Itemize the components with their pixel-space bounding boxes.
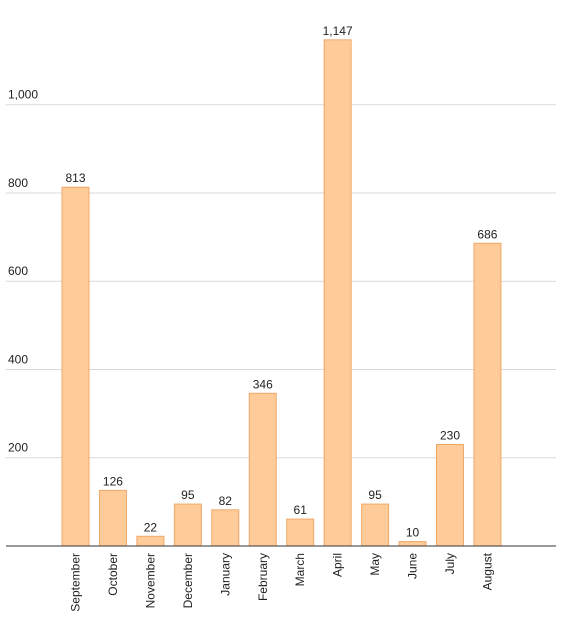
bar-august [473,242,502,547]
x-tick-label-january: January [218,553,232,596]
bar-may [361,503,390,547]
bar-april [323,39,352,547]
bar-june [398,541,427,547]
bar-july [436,444,464,547]
bar-march [286,518,315,547]
data-label-april: 1,147 [323,24,353,38]
gridlines [6,104,556,459]
data-label-november: 22 [144,520,158,534]
x-tick-label-march: March [293,553,307,586]
y-tick-label-200: 200 [8,441,28,455]
x-tick-label-april: April [331,553,345,577]
data-label-march: 61 [294,503,308,517]
data-label-february: 346 [253,377,273,391]
y-tick-label-800: 800 [8,176,28,190]
data-label-july: 230 [440,429,460,443]
data-label-june: 10 [406,526,420,540]
bar-november [136,535,165,547]
x-tick-label-june: June [406,553,420,579]
bar-february [248,392,277,547]
data-label-august: 686 [477,227,497,241]
y-tick-label-400: 400 [8,352,28,366]
data-label-december: 95 [181,488,195,502]
x-tick-label-october: October [106,553,120,596]
bar-december [173,503,202,547]
data-label-january: 82 [219,494,233,508]
y-axis-tick-labels: 200 400 600 800 1,000 [8,88,38,455]
x-tick-label-september: September [69,553,83,612]
data-labels: 813 126 22 95 82 346 61 1,147 95 10 230 686 [65,24,497,540]
x-tick-label-december: December [181,553,195,608]
data-label-may: 95 [368,488,382,502]
y-tick-label-600: 600 [8,264,28,278]
x-tick-label-may: May [368,553,382,576]
bar-october [98,489,127,547]
x-axis-category-labels: September October November December January F… [69,552,495,611]
x-tick-label-july: July [443,553,457,574]
bar-september [61,186,90,547]
x-tick-label-february: February [256,553,270,601]
x-tick-label-november: November [143,553,157,608]
bars [61,39,502,547]
data-label-october: 126 [103,474,123,488]
x-tick-label-august: August [480,552,494,590]
data-label-september: 813 [65,171,85,185]
y-tick-label-1000: 1,000 [8,88,38,102]
bar-january [211,509,240,547]
